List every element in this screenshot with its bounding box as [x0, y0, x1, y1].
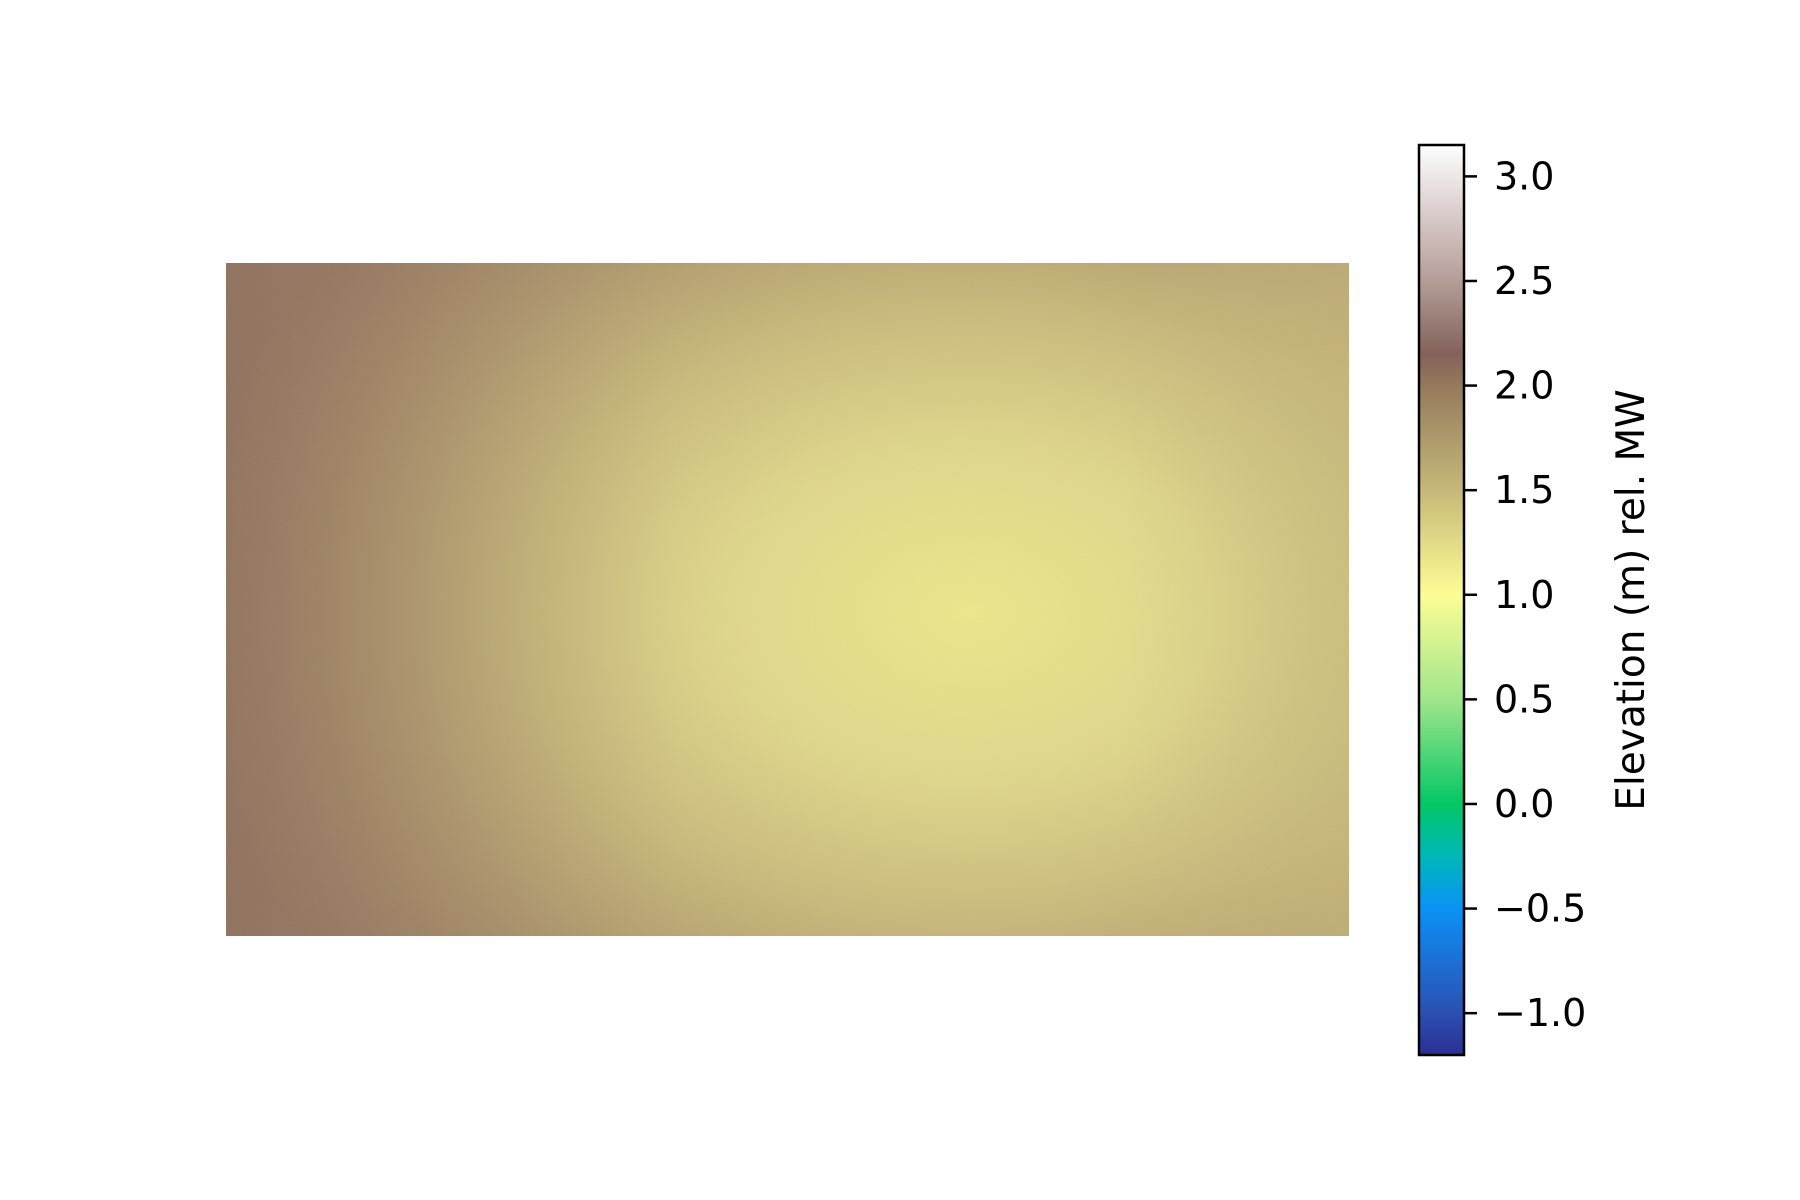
colorbar-tick-label: 2.0: [1494, 364, 1554, 408]
colorbar-tick-label: −0.5: [1494, 887, 1586, 931]
colorbar-tick-label: −1.0: [1494, 991, 1586, 1035]
colorbar-tick-label: 1.0: [1494, 573, 1554, 617]
colorbar-tick-label: 0.5: [1494, 677, 1554, 721]
surface-grain: [226, 263, 1349, 936]
colorbar-ticks: −1.0 −0.5 0.0 0.5 1.0 1.5 2.0 2.5 3.0: [1464, 154, 1586, 1035]
colorbar-tick-label: 0.0: [1494, 782, 1554, 826]
colorbar-tick-label: 2.5: [1494, 259, 1554, 303]
colorbar: −1.0 −0.5 0.0 0.5 1.0 1.5 2.0 2.5 3.0 Elevation …: [1417, 143, 1654, 1057]
colorbar-tick-label: 1.5: [1494, 468, 1554, 512]
colorbar-frame: [1417, 143, 1466, 1057]
colorbar-label: Elevation (m) rel. MW: [1609, 389, 1654, 810]
colorbar-tick-label: 3.0: [1494, 154, 1554, 198]
elevation-surface: [226, 263, 1349, 936]
colorbar-fill: [1419, 145, 1464, 1055]
